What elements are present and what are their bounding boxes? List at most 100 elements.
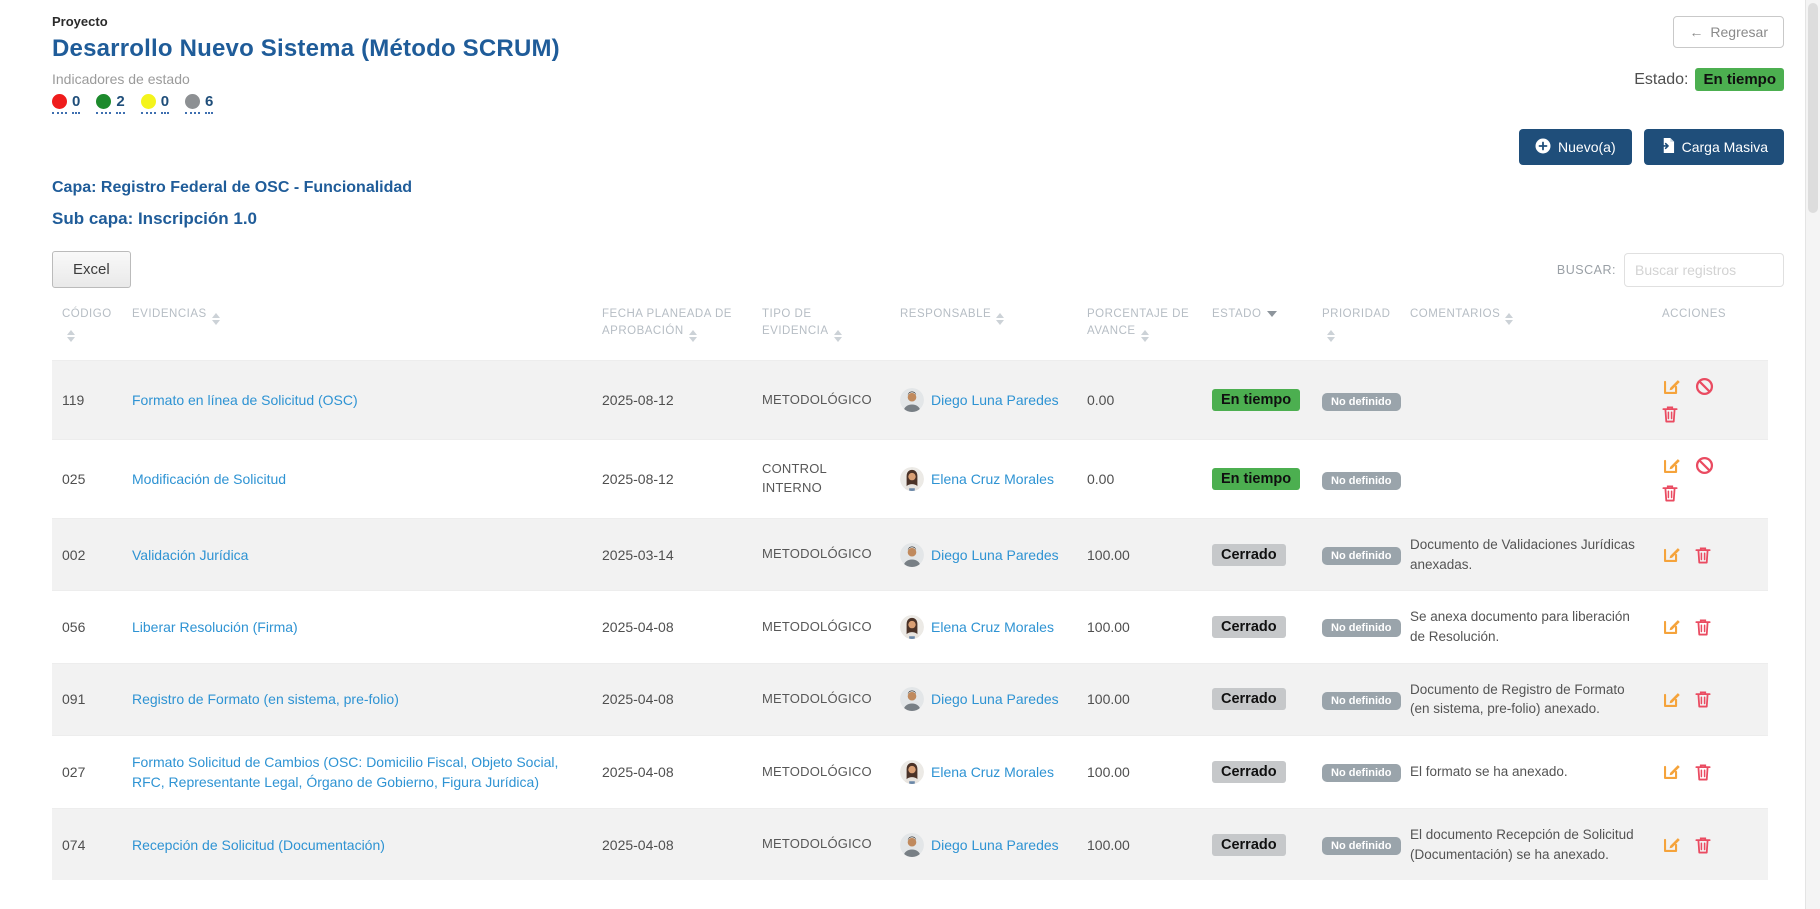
estado-row-badge: Cerrado xyxy=(1212,615,1286,638)
plus-circle-icon xyxy=(1535,138,1551,157)
comentarios-cell: El formato se ha anexado. xyxy=(1410,764,1568,780)
fecha-cell: 2025-03-14 xyxy=(602,546,674,563)
edit-icon[interactable] xyxy=(1662,377,1681,396)
trash-icon[interactable] xyxy=(1695,690,1711,708)
codigo-cell: 027 xyxy=(62,763,86,780)
column-header[interactable]: EVIDENCIAS xyxy=(122,298,592,361)
column-header[interactable]: PRIORIDAD xyxy=(1312,298,1400,361)
codigo-cell: 025 xyxy=(62,471,86,488)
trash-icon[interactable] xyxy=(1662,405,1678,423)
avatar xyxy=(900,759,924,784)
column-header[interactable]: TIPO DE EVIDENCIA xyxy=(752,298,890,361)
avance-cell: 100.00 xyxy=(1087,618,1130,635)
ban-icon[interactable] xyxy=(1695,377,1714,396)
responsable-link[interactable]: Diego Luna Paredes xyxy=(931,836,1059,853)
column-header[interactable]: ESTADO xyxy=(1202,298,1312,361)
evidencia-link[interactable]: Formato en línea de Solicitud (OSC) xyxy=(132,392,358,409)
sort-icon xyxy=(996,313,1005,325)
scrollbar[interactable] xyxy=(1805,0,1820,909)
column-header[interactable]: COMENTARIOS xyxy=(1400,298,1652,361)
edit-icon[interactable] xyxy=(1662,690,1681,709)
estado-row-badge: Cerrado xyxy=(1212,688,1286,711)
back-button[interactable]: ← Regresar xyxy=(1673,16,1784,48)
responsable-cell: Diego Luna Paredes xyxy=(900,388,1067,413)
column-header[interactable]: RESPONSABLE xyxy=(890,298,1077,361)
excel-export-button[interactable]: Excel xyxy=(52,251,131,288)
yellow-indicator[interactable]: 0 xyxy=(140,94,170,114)
evidencia-link[interactable]: Liberar Resolución (Firma) xyxy=(132,618,298,635)
trash-icon[interactable] xyxy=(1695,763,1711,781)
fecha-cell: 2025-04-08 xyxy=(602,690,674,707)
ban-icon[interactable] xyxy=(1695,456,1714,475)
trash-icon[interactable] xyxy=(1695,618,1711,636)
status-dot-icon xyxy=(96,94,112,114)
edit-icon[interactable] xyxy=(1662,456,1681,475)
responsable-link[interactable]: Elena Cruz Morales xyxy=(931,763,1054,780)
trash-icon[interactable] xyxy=(1662,484,1678,502)
gray-indicator[interactable]: 6 xyxy=(185,94,214,114)
prioridad-badge: No definido xyxy=(1322,619,1401,638)
avatar xyxy=(900,687,924,712)
scrollbar-thumb[interactable] xyxy=(1808,3,1818,213)
comentarios-cell xyxy=(1400,361,1652,440)
arrow-left-icon: ← xyxy=(1689,24,1704,40)
new-button[interactable]: Nuevo(a) xyxy=(1519,129,1632,165)
table-row: 056 Liberar Resolución (Firma) 2025-04-0… xyxy=(52,590,1768,663)
tipo-evidencia-cell: METODOLÓGICO xyxy=(762,690,872,706)
bulk-upload-button[interactable]: Carga Masiva xyxy=(1643,129,1784,165)
table-row: 074 Recepción de Solicitud (Documentació… xyxy=(52,808,1768,881)
comentarios-cell: Documento de Validaciones Jurídicas anex… xyxy=(1410,537,1635,572)
column-header[interactable]: CÓDIGO xyxy=(52,298,122,361)
avatar xyxy=(900,614,924,639)
responsable-link[interactable]: Elena Cruz Morales xyxy=(931,618,1054,635)
avance-cell: 100.00 xyxy=(1087,690,1130,707)
trash-icon[interactable] xyxy=(1695,546,1711,564)
sort-icon xyxy=(833,330,842,343)
search-input[interactable] xyxy=(1624,252,1784,287)
avance-cell: 100.00 xyxy=(1087,763,1130,780)
green-indicator[interactable]: 2 xyxy=(96,94,125,114)
import-file-icon xyxy=(1659,137,1675,157)
search-area: BUSCAR: xyxy=(1557,252,1784,287)
comentarios-cell: El documento Recepción de Solicitud (Doc… xyxy=(1410,827,1634,862)
column-header[interactable]: PORCENTAJE DE AVANCE xyxy=(1077,298,1202,361)
actions-cell xyxy=(1662,835,1724,854)
responsable-link[interactable]: Diego Luna Paredes xyxy=(931,690,1059,707)
evidencia-link[interactable]: Registro de Formato (en sistema, pre-fol… xyxy=(132,690,399,707)
red-indicator[interactable]: 0 xyxy=(52,94,81,114)
column-header[interactable]: FECHA PLANEADA DE APROBACIÓN xyxy=(592,298,752,361)
evidencia-link[interactable]: Modificación de Solicitud xyxy=(132,471,287,488)
responsable-link[interactable]: Elena Cruz Morales xyxy=(931,471,1054,488)
edit-icon[interactable] xyxy=(1662,545,1681,564)
status-indicators: 0 2 0 6 xyxy=(52,94,560,114)
header-right: ← Regresar Estado: En tiempo Nuevo(a) xyxy=(1519,14,1784,165)
evidencia-link[interactable]: Validación Jurídica xyxy=(132,546,249,563)
avatar xyxy=(900,388,924,413)
responsable-cell: Elena Cruz Morales xyxy=(900,614,1067,639)
prioridad-badge: No definido xyxy=(1322,471,1401,490)
table-toolbar: Excel BUSCAR: xyxy=(52,251,1784,288)
responsable-link[interactable]: Diego Luna Paredes xyxy=(931,546,1059,563)
table-row: 091 Registro de Formato (en sistema, pre… xyxy=(52,663,1768,736)
edit-icon[interactable] xyxy=(1662,835,1681,854)
actions-cell xyxy=(1662,545,1724,564)
evidencia-link[interactable]: Recepción de Solicitud (Documentación) xyxy=(132,836,385,853)
indicator-count: 0 xyxy=(160,94,170,114)
sort-icon xyxy=(688,330,697,343)
responsable-cell: Elena Cruz Morales xyxy=(900,467,1067,492)
project-page: Proyecto Desarrollo Nuevo Sistema (Métod… xyxy=(52,14,1784,881)
indicator-count: 2 xyxy=(116,94,125,114)
actions-cell xyxy=(1662,762,1724,781)
page-title: Desarrollo Nuevo Sistema (Método SCRUM) xyxy=(52,35,560,62)
edit-icon[interactable] xyxy=(1662,617,1681,636)
trash-icon[interactable] xyxy=(1695,836,1711,854)
prioridad-badge: No definido xyxy=(1322,764,1401,783)
fecha-cell: 2025-08-12 xyxy=(602,392,674,409)
responsable-link[interactable]: Diego Luna Paredes xyxy=(931,392,1059,409)
actions-cell xyxy=(1662,617,1724,636)
evidencia-link[interactable]: Formato Solicitud de Cambios (OSC: Domic… xyxy=(132,753,559,790)
avatar xyxy=(900,542,924,567)
codigo-cell: 119 xyxy=(62,392,85,409)
tipo-evidencia-cell: METODOLÓGICO xyxy=(762,391,872,407)
edit-icon[interactable] xyxy=(1662,762,1681,781)
